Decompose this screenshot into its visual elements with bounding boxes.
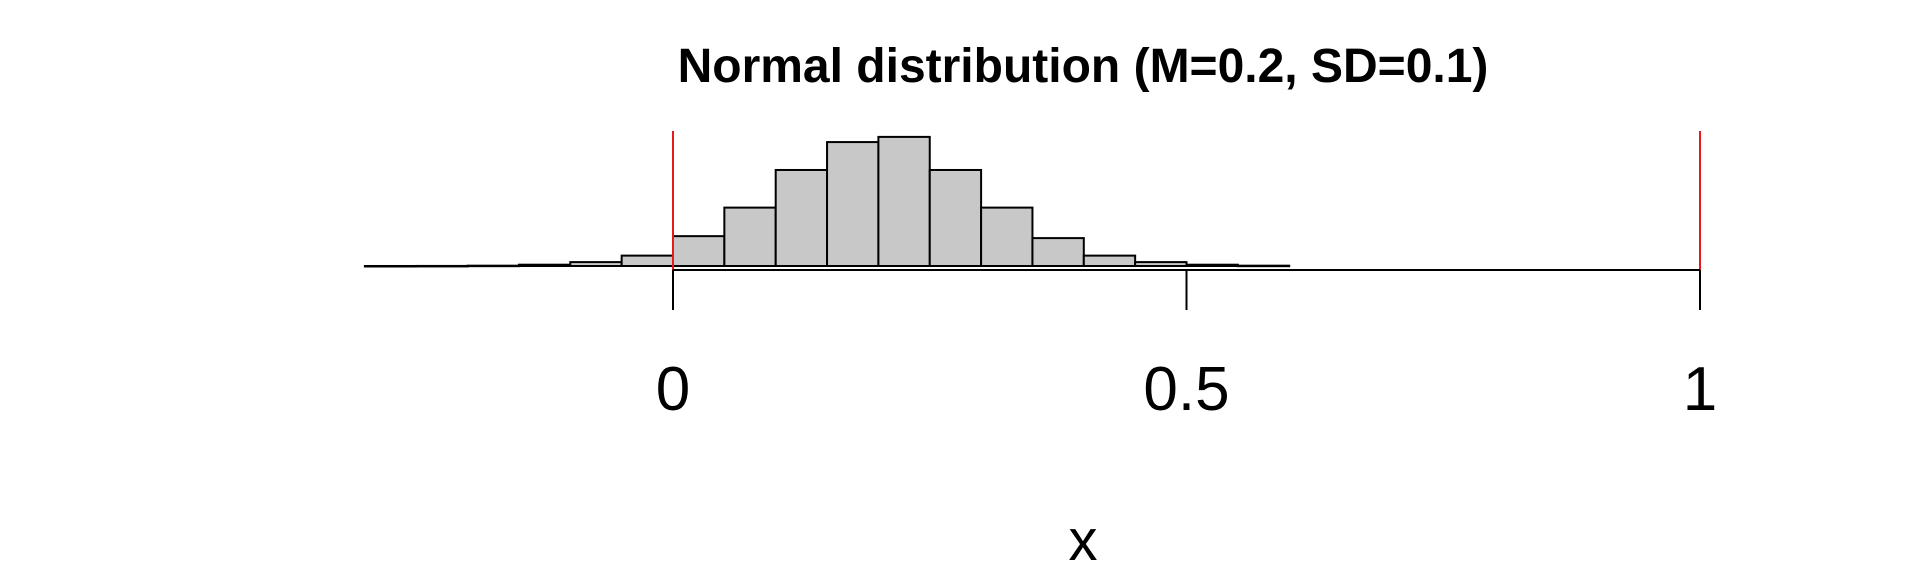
histogram-bar bbox=[928, 168, 983, 267]
chart-title: Normal distribution (M=0.2, SD=0.1) bbox=[678, 40, 1489, 93]
histogram-bar bbox=[415, 264, 469, 268]
x-tick-label: 1 bbox=[1683, 355, 1717, 424]
histogram-bar bbox=[672, 235, 726, 267]
bars-group bbox=[363, 135, 1291, 268]
histogram-bar bbox=[1082, 254, 1137, 267]
x-axis: 0 0.5 1 bbox=[656, 269, 1717, 424]
x-tick-label: 0 bbox=[656, 355, 690, 424]
histogram-bar bbox=[466, 264, 520, 268]
histogram-bar bbox=[980, 206, 1034, 267]
histogram-bar bbox=[1134, 261, 1188, 268]
histogram-bar bbox=[517, 263, 572, 268]
histogram-bar bbox=[620, 254, 675, 267]
histogram-bar bbox=[1031, 237, 1085, 267]
histogram-bar bbox=[1236, 264, 1291, 268]
histogram-bar bbox=[1185, 263, 1239, 268]
histogram-bar bbox=[363, 264, 418, 268]
histogram-bar bbox=[826, 141, 880, 268]
histogram-bar bbox=[774, 168, 829, 267]
x-axis-title: x bbox=[1069, 508, 1098, 573]
histogram-bar bbox=[723, 206, 777, 267]
histogram-bar bbox=[569, 261, 623, 268]
histogram-bar bbox=[877, 135, 931, 267]
reference-lines-group bbox=[672, 131, 1701, 270]
x-tick-label: 0.5 bbox=[1143, 355, 1229, 424]
